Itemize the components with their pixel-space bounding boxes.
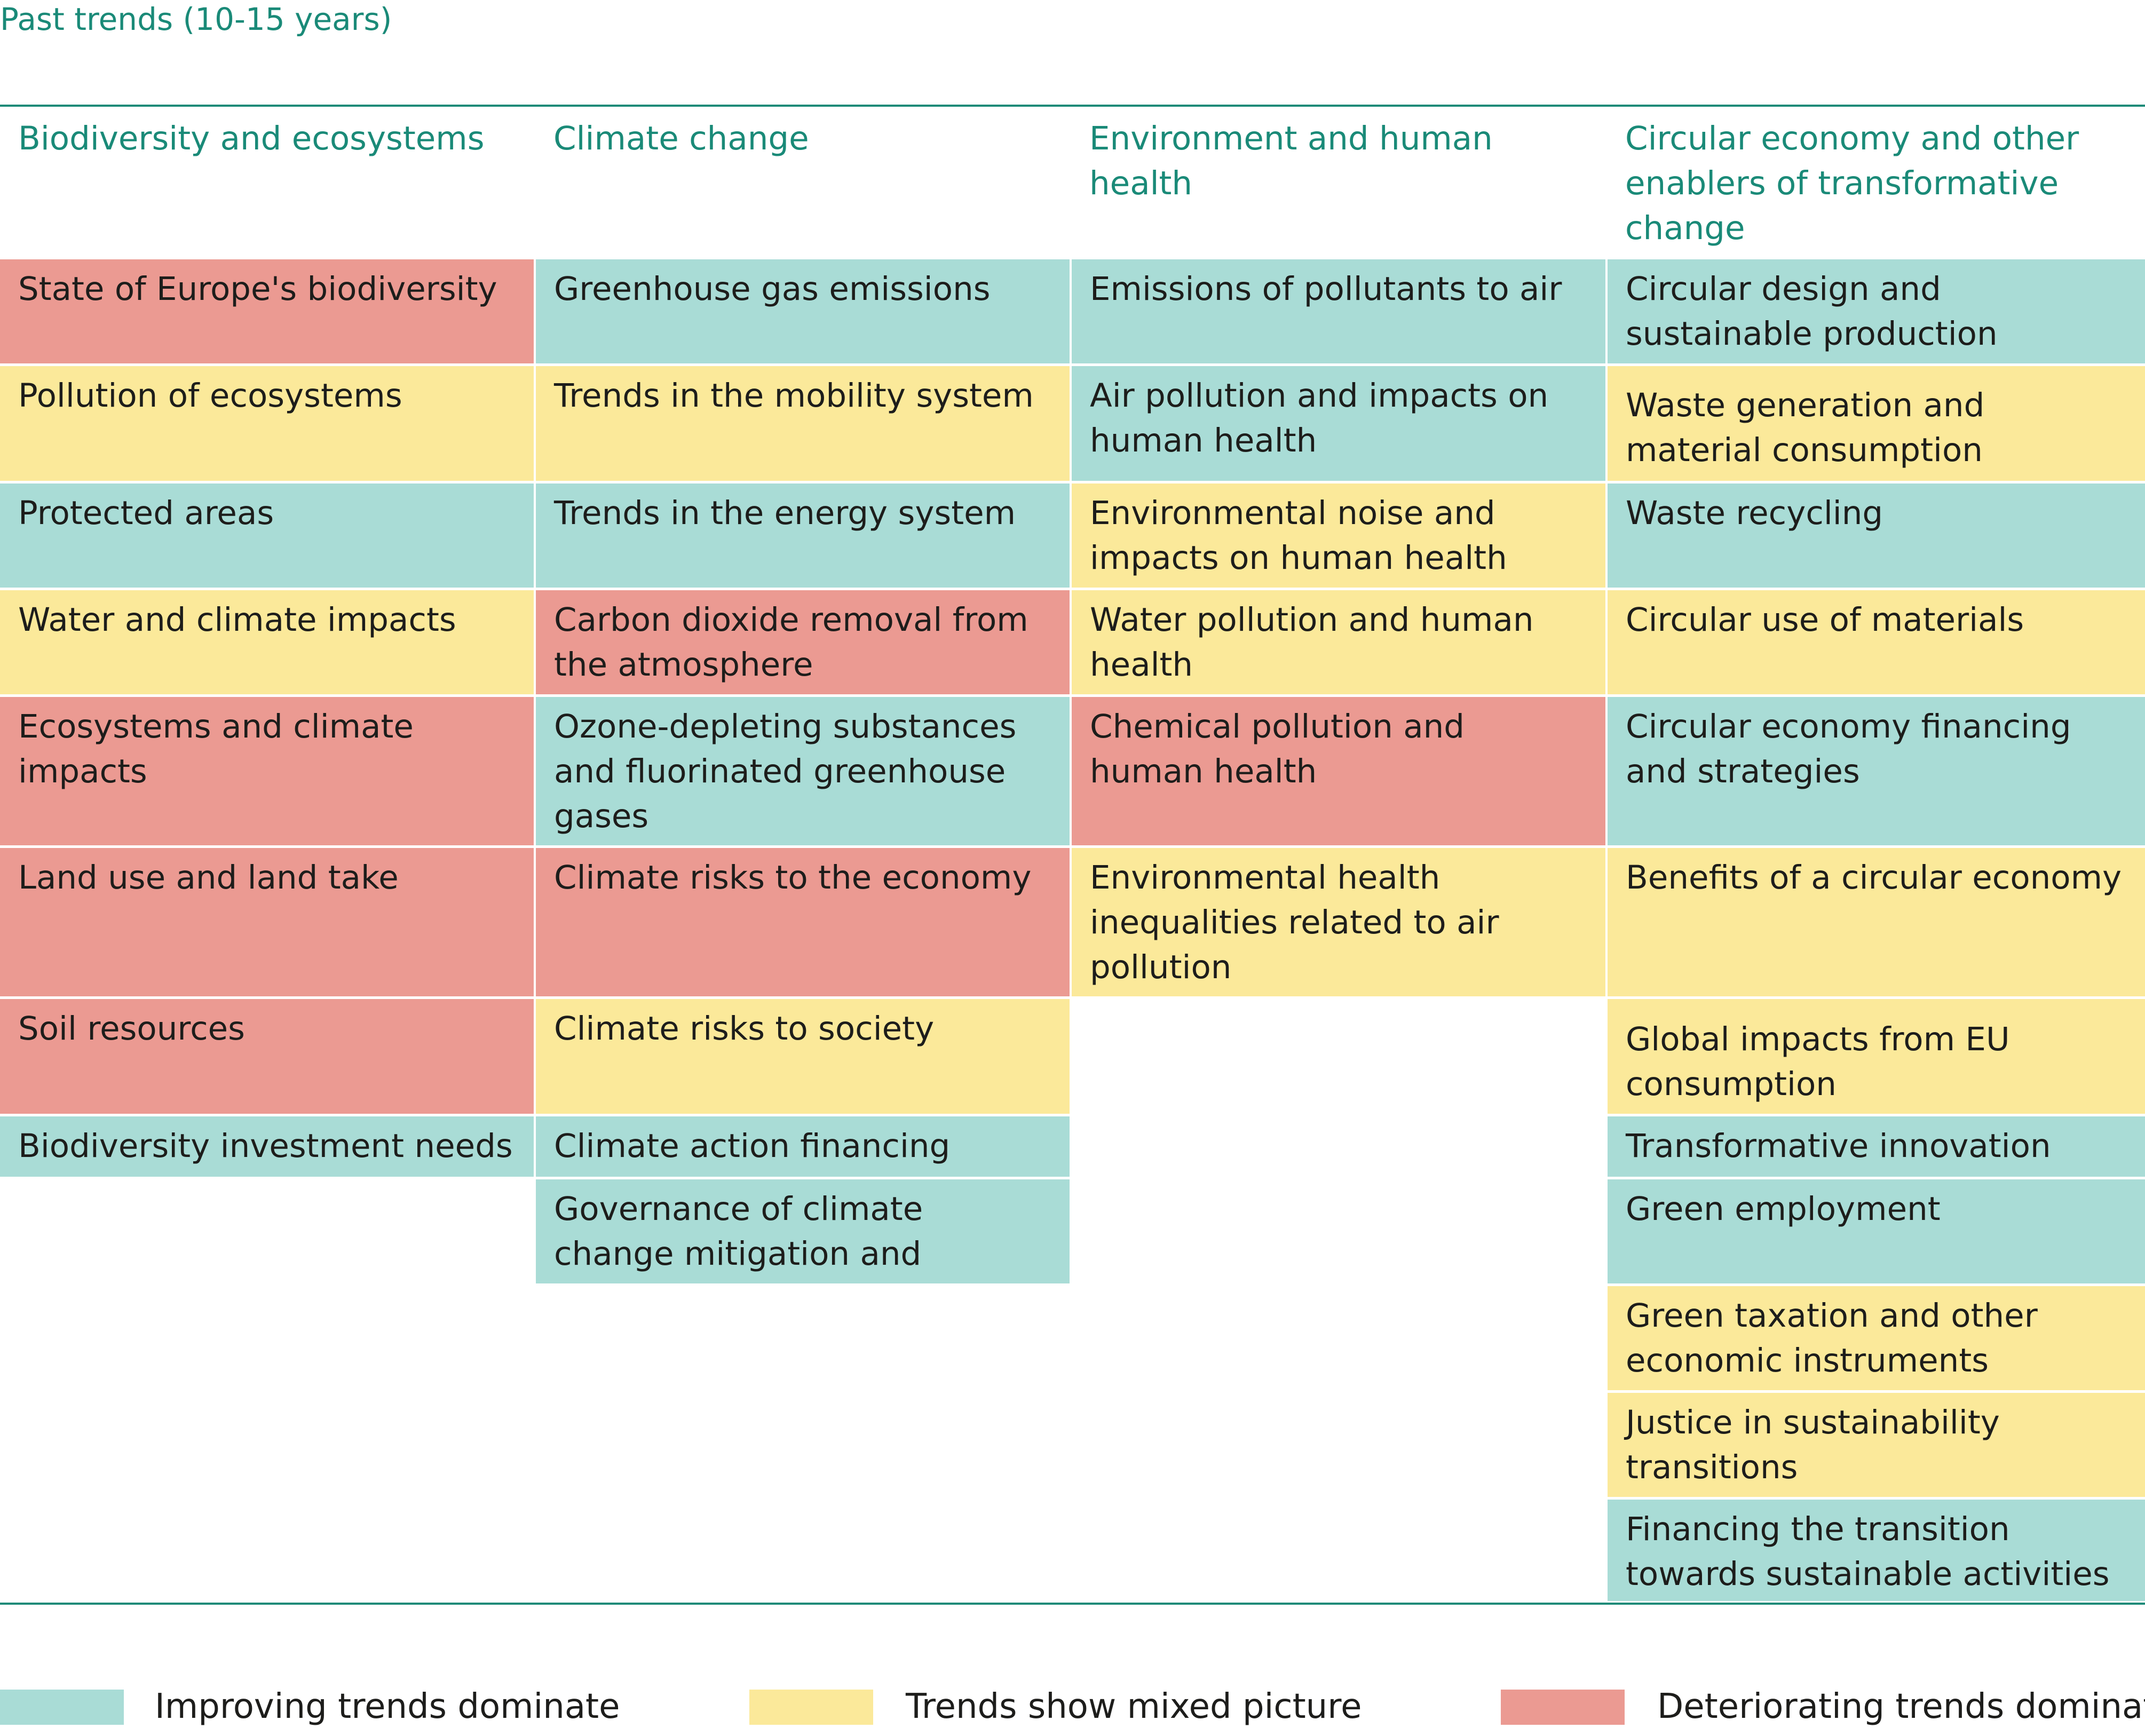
trend-cell: Water and climate impacts <box>0 590 534 694</box>
legend-swatch-mixed <box>749 1690 873 1725</box>
trend-cell: Climate risks to society <box>536 999 1070 1114</box>
trend-cell: Ecosystems and climate impacts <box>0 697 534 845</box>
trend-cell: Waste recycling <box>1608 483 2145 588</box>
trend-cell: Circular use of materials <box>1608 590 2145 694</box>
trend-cell: Carbon dioxide removal from the atmosphe… <box>536 590 1070 694</box>
trend-cell: Environmental noise and impacts on human… <box>1072 483 1605 588</box>
bottom-divider <box>0 1603 2145 1605</box>
trend-cell: Chemical pollution and human health <box>1072 697 1605 845</box>
trend-cell: Green taxation and other economic instru… <box>1608 1286 2145 1390</box>
trend-cell: Land use and land take <box>0 848 534 996</box>
column-header-circular: Circular economy and other enablers of t… <box>1625 120 2079 247</box>
trend-cell: Green employment <box>1608 1179 2145 1283</box>
trend-cell: Water pollution and human health <box>1072 590 1605 694</box>
legend-label-deteriorating: Deteriorating trends dominate <box>1657 1687 2145 1726</box>
trend-cell: Soil resources <box>0 999 534 1114</box>
trend-cell: Greenhouse gas emissions <box>536 259 1070 363</box>
trend-cell: Financing the transition towards sustain… <box>1608 1500 2145 1601</box>
trend-cell: Climate action financing <box>536 1116 1070 1177</box>
trend-cell: Global impacts from EU consumption <box>1608 999 2145 1114</box>
trend-cell: Environmental health inequalities relate… <box>1072 848 1605 996</box>
trend-cell: Pollution of ecosystems <box>0 366 534 481</box>
figure-title: Past trends (10-15 years) <box>0 1 392 37</box>
trend-cell: Trends in the energy system <box>536 483 1070 588</box>
trend-cell: Ozone-depleting substances and fluorinat… <box>536 697 1070 845</box>
trend-cell: Justice in sustainability transitions <box>1608 1393 2145 1497</box>
legend-label-improving: Improving trends dominate <box>155 1687 620 1726</box>
trend-cell: Benefits of a circular economy <box>1608 848 2145 996</box>
trend-cell: Circular design and sustainable producti… <box>1608 259 2145 363</box>
trend-cell: Biodiversity investment needs <box>0 1116 534 1177</box>
trend-cell: State of Europe's biodiversity <box>0 259 534 363</box>
legend-swatch-improving <box>0 1690 124 1725</box>
trend-cell: Transformative innovation <box>1608 1116 2145 1177</box>
top-divider <box>0 105 2145 107</box>
trend-cell: Emissions of pollutants to air <box>1072 259 1605 363</box>
trend-cell: Circular economy financing and strategie… <box>1608 697 2145 845</box>
column-header-climate: Climate change <box>553 120 809 157</box>
column-header-biodiversity: Biodiversity and ecosystems <box>18 120 485 157</box>
trend-cell: Waste generation and material consumptio… <box>1608 366 2145 481</box>
trend-cell: Trends in the mobility system <box>536 366 1070 481</box>
legend-label-mixed: Trends show mixed picture <box>906 1687 1362 1726</box>
legend-swatch-deteriorating <box>1501 1690 1625 1725</box>
trend-cell: Air pollution and impacts on human healt… <box>1072 366 1605 481</box>
trend-cell: Protected areas <box>0 483 534 588</box>
trend-cell: Climate risks to the economy <box>536 848 1070 996</box>
column-header-health: Environment and human health <box>1089 120 1493 202</box>
trend-cell: Governance of climate change mitigation … <box>536 1179 1070 1283</box>
